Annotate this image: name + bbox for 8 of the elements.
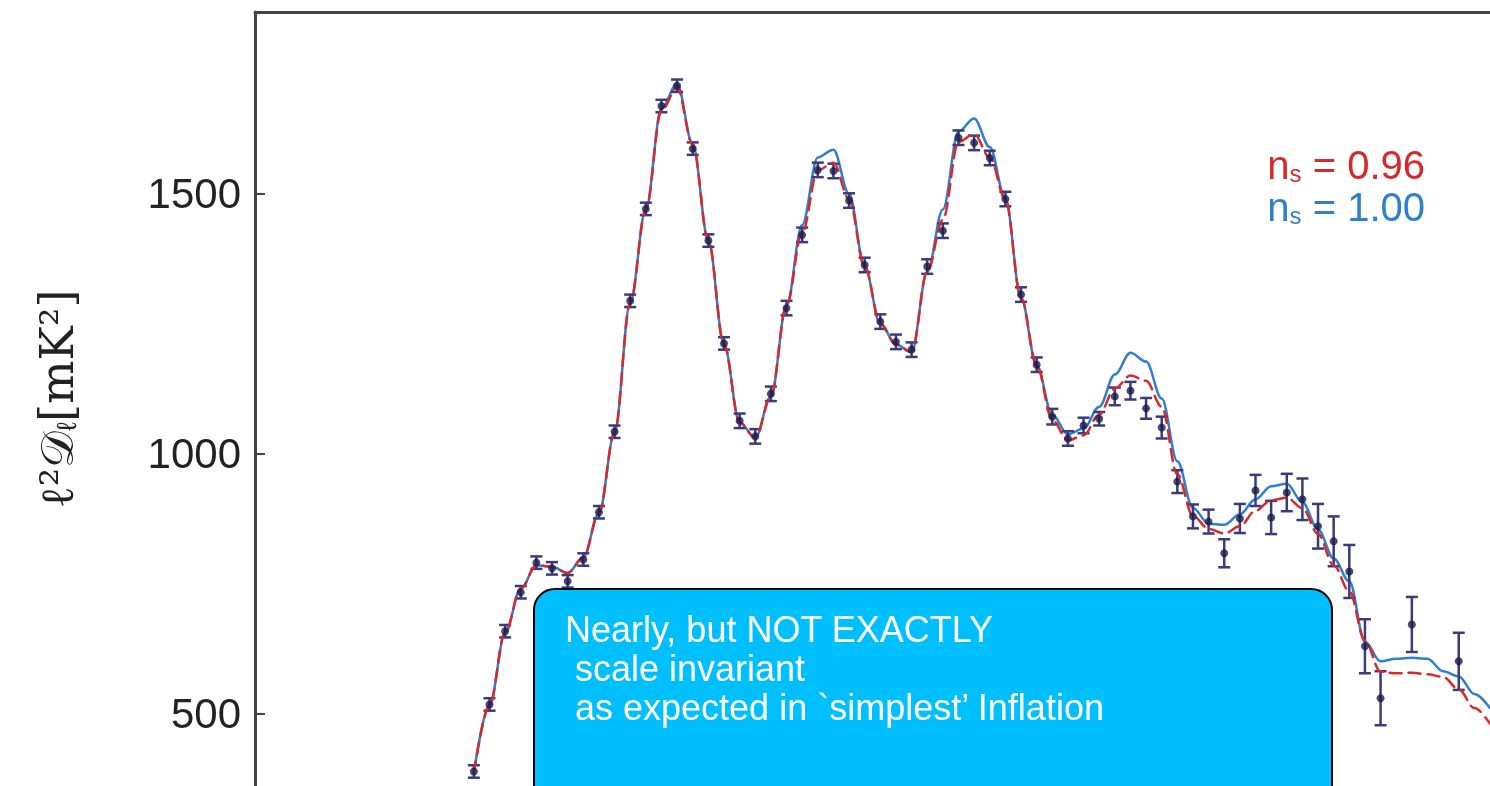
annotation: Nearly, but NOT EXACTLY scale invariant as expected in `simplest’ Inflation	[565, 609, 1104, 728]
y-tick-label: 1500	[147, 170, 241, 218]
y-tick-label: 500	[170, 689, 241, 737]
text: ns = 1.00	[1267, 185, 1425, 229]
y-tick-label: 1000	[147, 430, 241, 478]
text: ns = 0.96	[1267, 143, 1425, 187]
y-axis-title: ℓ²𝒟ℓ[mK²]	[30, 289, 84, 509]
callout-box: Nearly, but NOT EXACTLY scale invariant as expected in `simplest’ Inflation	[533, 588, 1333, 786]
